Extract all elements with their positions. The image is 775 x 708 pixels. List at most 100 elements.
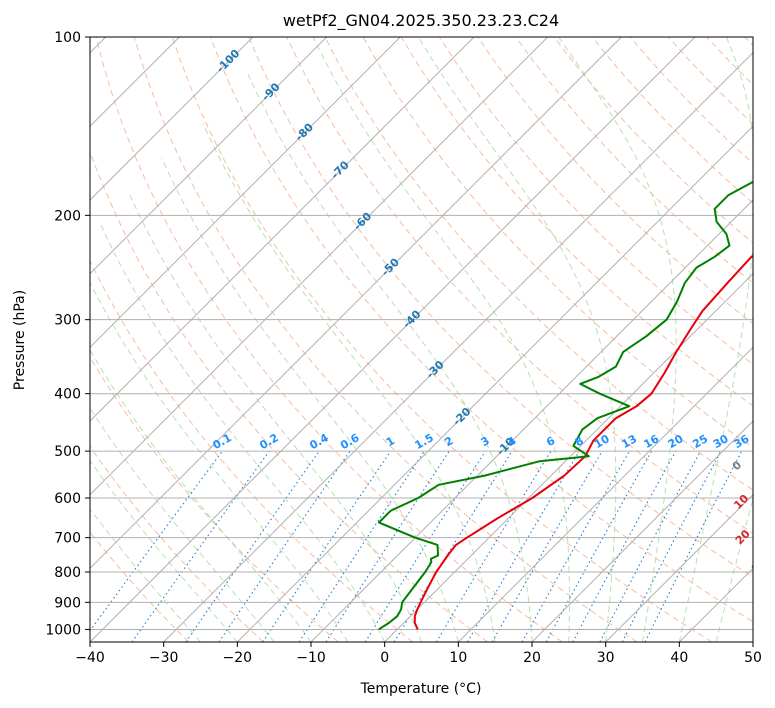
moist-adiabat-line — [90, 407, 275, 642]
y-tick-label: 300 — [54, 313, 81, 329]
isotherm-grid-line — [531, 420, 753, 642]
isotherm-grid-line — [310, 199, 753, 642]
mixing-ratio-line — [131, 450, 270, 642]
x-axis-ticks: −40 −30 −20 −10 0 10 20 30 40 50 — [75, 642, 762, 666]
mixing-ratio-line — [218, 450, 351, 642]
mixing-ratio-label: 30 — [711, 432, 731, 451]
x-axis-label: Temperature (°C) — [360, 681, 482, 697]
y-tick-label: 400 — [54, 387, 81, 403]
mixing-ratio-line — [467, 450, 580, 642]
y-axis-label: Pressure (hPa) — [12, 290, 28, 390]
dry-adiabats — [90, 37, 753, 642]
dry-adiabat-line — [706, 37, 753, 86]
isotherm-grid-line — [90, 37, 696, 642]
mixing-ratio-line — [572, 450, 677, 642]
chart-title: wetPf2_GN04.2025.350.23.23.C24 — [283, 11, 559, 31]
moist-adiabat-line — [90, 281, 349, 642]
y-tick-label: 500 — [54, 444, 81, 460]
dry-adiabat-line — [248, 37, 753, 578]
dewpoint-profile — [377, 180, 753, 631]
mixing-ratio-line — [545, 450, 653, 642]
moist-adiabat-label: 20 — [733, 527, 753, 547]
moist-adiabat-label: 30 — [749, 555, 769, 575]
isotherm-grid-line — [384, 272, 753, 642]
isotherm-grid-line — [90, 37, 622, 570]
moist-adiabat-line — [715, 497, 753, 642]
moist-adiabat-line — [99, 221, 386, 642]
profiles — [377, 180, 753, 631]
mixing-ratio-label: 0.1 — [210, 431, 233, 452]
y-tick-label: 700 — [54, 531, 81, 547]
dry-adiabat-line — [286, 37, 753, 534]
x-tick-label: 40 — [670, 650, 688, 666]
moist-adiabat-line — [312, 37, 570, 642]
mixing-ratio-label: 2 — [442, 434, 455, 449]
y-tick-label: 900 — [54, 595, 81, 611]
mixing-ratio-label: 0.6 — [338, 431, 362, 452]
isotherm-label: -70 — [329, 158, 352, 181]
dry-adiabat-line — [90, 531, 190, 642]
isotherm-grid-line — [752, 641, 753, 642]
x-tick-label: 10 — [449, 650, 467, 666]
dry-adiabat-line — [90, 356, 339, 642]
mixing-ratio-line — [599, 450, 701, 642]
mixing-ratio-label: 10 — [592, 432, 612, 451]
isotherm-label: -30 — [424, 358, 447, 381]
x-tick-label: 30 — [597, 650, 615, 666]
moist-adiabats — [90, 37, 753, 642]
x-tick-label: −20 — [223, 650, 253, 666]
moist-adiabat-label: 10 — [731, 492, 751, 512]
mixing-ratio-line — [298, 450, 425, 642]
mixing-ratio-label: 0.2 — [257, 431, 280, 452]
mixing-ratio-line — [393, 450, 513, 642]
dry-adiabat-line — [133, 37, 638, 642]
dry-adiabat-line — [90, 259, 414, 642]
grid-lines — [90, 37, 753, 642]
mixing-ratio-line — [644, 450, 743, 642]
isotherm-grid-line — [236, 125, 753, 642]
y-tick-label: 1000 — [45, 622, 81, 638]
x-tick-label: −40 — [75, 650, 105, 666]
y-tick-label: 100 — [54, 30, 81, 46]
dry-adiabat-line — [438, 37, 753, 366]
mixing-ratio-label: 36 — [732, 432, 752, 451]
moist-adiabat-line — [202, 123, 496, 642]
moist-adiabat-label: 40 — [762, 583, 775, 603]
isotherm-grid-line — [605, 493, 753, 642]
mixing-ratio-label: 0.4 — [307, 431, 331, 452]
mixing-ratio-label: 16 — [641, 432, 661, 451]
x-tick-label: 20 — [523, 650, 541, 666]
plot-area: -100-90-80-70-60-50-40-30-20-100.1 0.2 0.4… — [90, 37, 775, 642]
mixing-ratio-line — [262, 450, 392, 642]
mixing-ratio-line — [364, 450, 486, 642]
y-tick-label: 200 — [54, 208, 81, 224]
dry-adiabat-line — [210, 37, 753, 623]
dry-adiabat-line — [90, 150, 488, 642]
isotherm-label: -80 — [293, 120, 316, 143]
isotherm-grid-line — [90, 37, 254, 201]
mixing-ratio-line — [325, 450, 450, 642]
x-tick-label: 0 — [380, 650, 389, 666]
mixing-ratio-label: 1 — [384, 434, 397, 449]
mixing-ratio-lines — [90, 450, 743, 642]
line-labels: -100-90-80-70-60-50-40-30-20-100.1 0.2 0.4… — [210, 47, 775, 603]
isotherm-grid-line — [90, 37, 328, 275]
dry-adiabat-line — [324, 37, 753, 491]
plot-frame — [89, 36, 754, 643]
y-tick-label: 600 — [54, 491, 81, 507]
mixing-ratio-label: 6 — [544, 434, 557, 449]
moist-adiabat-line — [90, 349, 312, 642]
dry-adiabat-line — [477, 37, 753, 325]
mixing-ratio-line — [185, 450, 320, 642]
isotherm-grid-line — [457, 346, 753, 642]
temperature-profile — [413, 254, 753, 630]
isotherm-label: -40 — [400, 307, 423, 330]
mixing-ratio-label: 13 — [619, 432, 639, 451]
x-tick-label: 50 — [744, 650, 762, 666]
mixing-ratio-label: 20 — [666, 432, 686, 451]
moist-adiabat-line — [90, 459, 238, 642]
mixing-ratio-label: 3 — [479, 434, 492, 449]
isotherm-grid-line — [90, 37, 549, 496]
isotherm-grid-line — [678, 567, 753, 642]
